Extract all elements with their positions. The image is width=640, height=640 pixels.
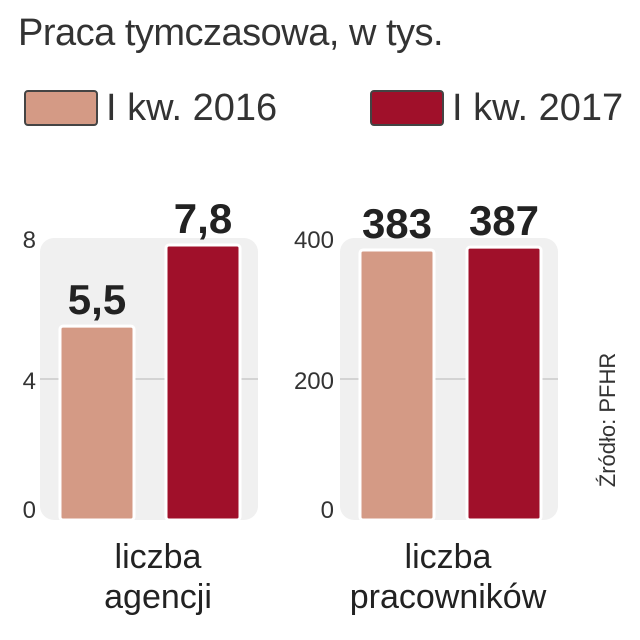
y-tick-label: 0 xyxy=(23,497,36,524)
bar-value-label: 383 xyxy=(362,200,432,247)
legend-item-2017: I kw. 2017 xyxy=(370,86,623,130)
bar-value-label: 7,8 xyxy=(174,195,232,242)
panel-label-line: pracowników xyxy=(350,578,547,616)
panel-label-line: liczba xyxy=(405,538,492,576)
panel-label-line: liczba xyxy=(115,538,202,576)
bar-1-2 xyxy=(164,243,242,522)
bar-value-label: 387 xyxy=(469,197,539,244)
y-tick-label: 0 xyxy=(321,497,334,524)
legend-item-2016: I kw. 2016 xyxy=(24,86,277,130)
y-tick-label: 400 xyxy=(294,227,334,254)
legend-swatch-2016 xyxy=(24,90,98,126)
y-tick-label: 4 xyxy=(23,368,36,395)
source-note: Źródło: PFHR xyxy=(595,352,620,488)
bar-2-2 xyxy=(465,245,543,522)
legend-swatch-2017 xyxy=(370,90,444,126)
bar-1-1 xyxy=(58,324,136,522)
legend-label-2017: I kw. 2017 xyxy=(452,86,624,129)
bar-2-1 xyxy=(358,248,436,522)
y-tick-label: 200 xyxy=(294,368,334,395)
y-tick-label: 8 xyxy=(23,227,36,254)
chart-title: Praca tymczasowa, w tys. xyxy=(18,12,444,54)
bar-value-label: 5,5 xyxy=(68,276,126,323)
legend-label-2016: I kw. 2016 xyxy=(106,86,278,129)
panel-label-line: agencji xyxy=(104,578,212,616)
